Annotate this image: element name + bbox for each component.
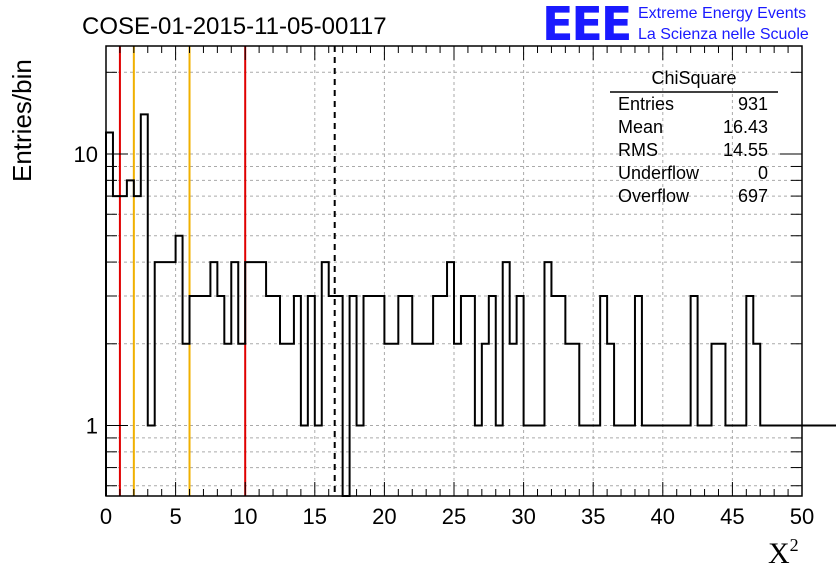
x-tick-label: 10 [233,504,257,529]
stats-label: RMS [618,140,658,160]
y-tick-label: 10 [74,142,98,167]
x-axis-ticks: 0 5 10 15 20 25 30 35 40 45 50 [100,46,814,529]
x-axis-label-superscript: 2 [790,535,799,555]
x-tick-label: 50 [790,504,814,529]
x-tick-label: 15 [303,504,327,529]
x-tick-label: 25 [442,504,466,529]
x-tick-label: 20 [372,504,396,529]
stats-box: ChiSquare Entries 931 Mean 16.43 RMS 14.55 Und… [610,68,778,206]
x-tick-label: 40 [651,504,675,529]
chart-title: COSE-01-2015-11-05-00117 [82,13,387,40]
stats-label: Overflow [618,186,690,206]
y-tick-label: 1 [86,414,98,439]
stats-value: 16.43 [723,117,768,137]
eee-logo-line1: Extreme Energy Events [638,5,806,22]
eee-logo: EEE Extreme Energy Events La Scienza nel… [542,0,809,51]
stats-rows: Entries 931 Mean 16.43 RMS 14.55 Underflow 0 Ove… [618,94,768,206]
y-axis-ticks: 1 10 [74,71,802,487]
stats-label: Underflow [618,163,700,183]
x-tick-label: 5 [169,504,181,529]
x-tick-label: 0 [100,504,112,529]
histogram-line [105,113,836,497]
stats-label: Entries [618,94,674,114]
eee-logo-mark: EEE [542,0,630,51]
x-axis-label-base: X [768,537,790,570]
x-tick-label: 45 [720,504,744,529]
x-tick-label: 30 [511,504,535,529]
reference-lines [118,46,336,496]
y-axis-label: Entries/bin [7,59,37,182]
stats-value: 0 [758,163,768,183]
stats-value: 931 [738,94,768,114]
x-tick-label: 35 [581,504,605,529]
stats-title: ChiSquare [651,68,736,88]
stats-value: 14.55 [723,140,768,160]
stats-value: 697 [738,186,768,206]
x-axis-label: X2 [768,535,799,570]
eee-logo-line2: La Scienza nelle Scuole [638,26,809,43]
stats-label: Mean [618,117,663,137]
